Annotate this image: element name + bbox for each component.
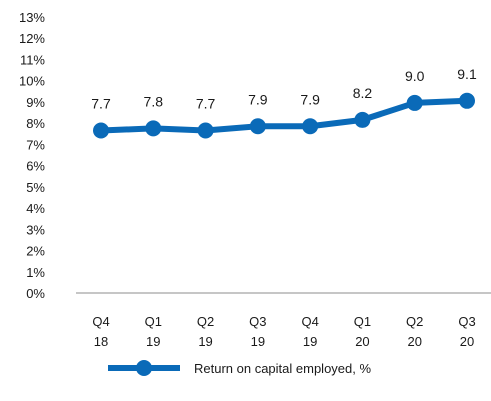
- data-point: [354, 111, 371, 128]
- y-axis: 0% 1% 2% 3% 4% 5% 6% 7% 8% 9% 10% 11% 12% 13%: [19, 10, 45, 301]
- y-tick-label: 4%: [26, 201, 45, 216]
- x-tick-label: Q3 20: [458, 314, 475, 349]
- data-label: 8.2: [353, 85, 373, 101]
- data-label: 9.0: [405, 68, 425, 84]
- data-label: 9.1: [457, 66, 477, 82]
- legend-label: Return on capital employed, %: [194, 361, 371, 376]
- x-tick-label: Q2 20: [406, 314, 423, 349]
- data-point: [302, 118, 319, 135]
- y-tick-label: 0%: [26, 286, 45, 301]
- series-line: [98, 97, 470, 134]
- data-point: [459, 92, 475, 109]
- series-group: [93, 92, 475, 139]
- x-tick-label: Q1 20: [354, 314, 371, 349]
- y-tick-label: 3%: [26, 222, 45, 237]
- x-tick-label: Q1 19: [145, 314, 162, 349]
- y-tick-label: 12%: [19, 31, 45, 46]
- data-label: 7.9: [248, 91, 268, 107]
- legend-marker-swatch: [136, 360, 152, 376]
- data-point: [145, 120, 162, 137]
- y-tick-label: 1%: [26, 265, 45, 280]
- data-labels: 7.7 7.8 7.7 7.9 7.9 8.2 9.0 9.1: [91, 66, 477, 112]
- data-label: 7.9: [300, 91, 320, 107]
- x-tick-label: Q4 19: [301, 314, 318, 349]
- y-tick-label: 2%: [26, 244, 45, 259]
- y-tick-label: 10%: [19, 74, 45, 89]
- y-tick-label: 8%: [26, 116, 45, 131]
- y-tick-label: 7%: [26, 137, 45, 152]
- data-label: 7.8: [144, 93, 164, 109]
- data-point: [249, 118, 266, 135]
- y-tick-label: 9%: [26, 95, 45, 110]
- x-tick-label: Q4 18: [92, 314, 109, 349]
- y-tick-label: 11%: [20, 52, 45, 67]
- x-tick-label: Q3 19: [249, 314, 266, 349]
- x-axis: Q4 18 Q1 19 Q2 19 Q3 19 Q4 19 Q1 20 Q2 20 Q3 20: [92, 314, 475, 349]
- data-label: 7.7: [196, 96, 216, 112]
- data-point: [93, 122, 109, 139]
- data-point: [197, 122, 214, 139]
- y-tick-label: 13%: [19, 10, 45, 25]
- legend: Return on capital employed, %: [108, 360, 371, 376]
- data-label: 7.7: [91, 96, 111, 112]
- x-tick-label: Q2 19: [197, 314, 214, 349]
- y-tick-label: 6%: [26, 159, 45, 174]
- data-point: [406, 94, 423, 111]
- y-tick-label: 5%: [26, 180, 45, 195]
